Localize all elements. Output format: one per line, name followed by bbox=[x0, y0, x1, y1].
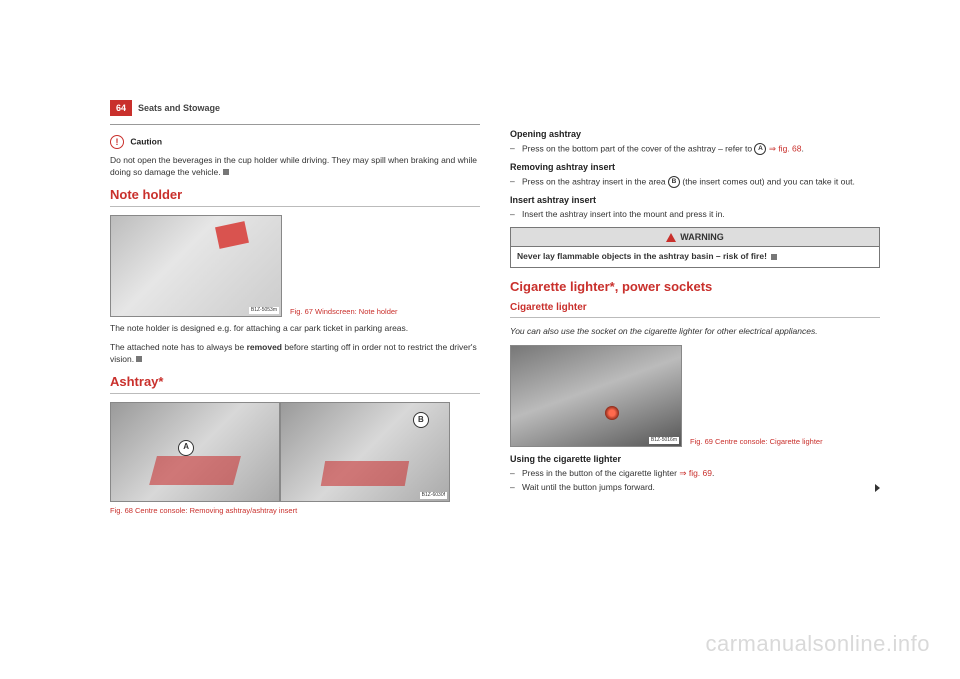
caution-block: ! Caution bbox=[110, 135, 480, 149]
bullet-remove-text: Press on the ashtray insert in the area … bbox=[522, 176, 855, 188]
bullet-insert-text: Insert the ashtray insert into the mount… bbox=[522, 209, 725, 220]
subheading-opening-ashtray: Opening ashtray bbox=[510, 128, 880, 140]
bullet-wait-lighter: – Wait until the button jumps forward. bbox=[510, 482, 880, 493]
subheading-removing-insert: Removing ashtray insert bbox=[510, 161, 880, 173]
subheading-insert-insert: Insert ashtray insert bbox=[510, 194, 880, 206]
inline-marker-a-icon: A bbox=[754, 143, 766, 155]
figure-67-code: B1Z-5053m bbox=[249, 307, 279, 314]
section-rule bbox=[110, 206, 480, 207]
caution-icon: ! bbox=[110, 135, 124, 149]
bullet-wait-text: Wait until the button jumps forward. bbox=[522, 482, 880, 493]
right-column: Opening ashtray – Press on the bottom pa… bbox=[510, 100, 880, 524]
warning-body: Never lay flammable objects in the ashtr… bbox=[511, 247, 880, 267]
figure-69-image: B1Z-5016m bbox=[510, 345, 682, 447]
bullet-open-text: Press on the bottom part of the cover of… bbox=[522, 143, 804, 155]
marker-b-icon: B bbox=[413, 412, 429, 428]
figure-68-code: B1Z-6030f bbox=[420, 492, 447, 499]
caution-text: Do not open the beverages in the cup hol… bbox=[110, 155, 480, 178]
page-number-badge: 64 bbox=[110, 100, 132, 116]
bullet-insert: – Insert the ashtray insert into the mou… bbox=[510, 209, 880, 220]
section-rule bbox=[510, 317, 880, 318]
bullet-press-lighter: – Press in the button of the cigarette l… bbox=[510, 468, 880, 479]
marker-a-icon: A bbox=[178, 440, 194, 456]
bullet-dash-icon: – bbox=[510, 143, 518, 155]
header-spacer bbox=[510, 100, 880, 122]
fig-68-ref-link: ⇒ fig. 68 bbox=[766, 143, 801, 153]
page-header: 64 Seats and Stowage bbox=[110, 100, 480, 116]
warning-triangle-icon bbox=[666, 233, 676, 242]
end-block-icon bbox=[136, 356, 142, 362]
figure-68-caption: Fig. 68 Centre console: Removing ashtray… bbox=[110, 506, 480, 516]
bullet-dash-icon: – bbox=[510, 176, 518, 188]
figure-68-image: A B B1Z-6030f bbox=[110, 402, 450, 502]
figure-69-caption: Fig. 69 Centre console: Cigarette lighte… bbox=[690, 437, 880, 447]
figure-69-row: B1Z-5016m Fig. 69 Centre console: Cigare… bbox=[510, 345, 880, 447]
bullet-press-text: Press in the button of the cigarette lig… bbox=[522, 468, 714, 479]
ashtray-highlight-a bbox=[149, 456, 241, 485]
continue-arrow-icon bbox=[875, 484, 880, 492]
section-heading-cigarette: Cigarette lighter*, power sockets bbox=[510, 278, 880, 296]
fig-69-ref-link: ⇒ fig. 69 bbox=[679, 468, 712, 478]
bullet-open: – Press on the bottom part of the cover … bbox=[510, 143, 880, 155]
figure-67-row: B1Z-5053m Fig. 67 Windscreen: Note holde… bbox=[110, 215, 480, 317]
ashtray-highlight-b bbox=[321, 461, 409, 486]
subheading-using-lighter: Using the cigarette lighter bbox=[510, 453, 880, 465]
chapter-title: Seats and Stowage bbox=[138, 102, 220, 114]
warning-box: WARNING Never lay flammable objects in t… bbox=[510, 227, 880, 268]
figure-69-code: B1Z-5016m bbox=[649, 437, 679, 444]
end-block-icon bbox=[771, 254, 777, 260]
header-rule bbox=[110, 124, 480, 125]
watermark-text: carmanualsonline.info bbox=[705, 631, 930, 657]
figure-68-left: A bbox=[110, 402, 280, 502]
warning-header: WARNING bbox=[511, 227, 880, 246]
section-rule bbox=[110, 393, 480, 394]
bullet-dash-icon: – bbox=[510, 482, 518, 493]
manual-page: 64 Seats and Stowage ! Caution Do not op… bbox=[0, 0, 960, 564]
section-heading-ashtray: Ashtray* bbox=[110, 373, 480, 391]
bullet-dash-icon: – bbox=[510, 468, 518, 479]
note-slip-illustration bbox=[215, 221, 249, 249]
bullet-remove: – Press on the ashtray insert in the are… bbox=[510, 176, 880, 188]
left-column: 64 Seats and Stowage ! Caution Do not op… bbox=[110, 100, 480, 524]
figure-67-caption: Fig. 67 Windscreen: Note holder bbox=[290, 307, 480, 317]
cigarette-lighter-button-illustration bbox=[605, 406, 619, 420]
section-heading-note-holder: Note holder bbox=[110, 186, 480, 204]
cigarette-intro-text: You can also use the socket on the cigar… bbox=[510, 326, 880, 337]
caution-label: Caution bbox=[130, 136, 162, 146]
note-holder-text-2: The attached note has to always be remov… bbox=[110, 342, 480, 365]
bullet-dash-icon: – bbox=[510, 209, 518, 220]
note-holder-text-1: The note holder is designed e.g. for att… bbox=[110, 323, 480, 334]
end-block-icon bbox=[223, 169, 229, 175]
inline-marker-b-icon: B bbox=[668, 176, 680, 188]
subsection-heading-cigarette: Cigarette lighter bbox=[510, 301, 880, 315]
figure-67-image: B1Z-5053m bbox=[110, 215, 282, 317]
figure-68-right: B B1Z-6030f bbox=[280, 402, 450, 502]
